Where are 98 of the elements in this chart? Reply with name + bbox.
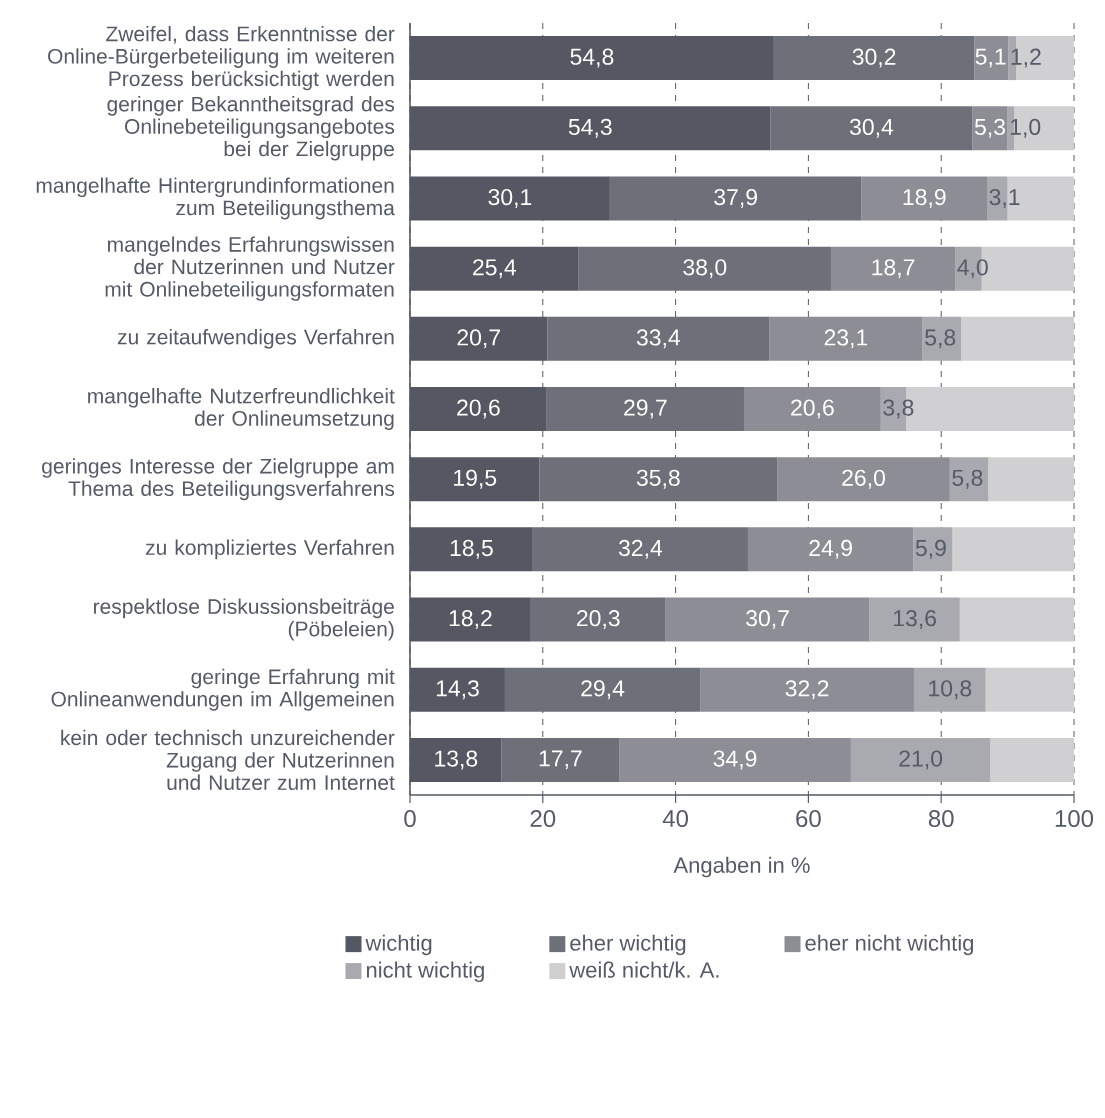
y-tick-label: respektlose Diskussionsbeiträge (Pöbeleien)	[93, 598, 394, 641]
bar	[532, 527, 748, 572]
data-label: 19,5	[454, 469, 497, 489]
data-label: 5,1	[975, 48, 1006, 68]
data-label: 20,6	[791, 399, 834, 419]
bar	[990, 737, 1074, 782]
legend-label: wichtig	[365, 934, 432, 956]
data-label: 26,0	[842, 469, 885, 489]
bar	[530, 597, 666, 642]
data-label: 33,4	[636, 329, 681, 349]
legend-label: eher nicht wichtig	[805, 934, 974, 956]
bar	[972, 106, 1008, 151]
data-label: 23,1	[824, 329, 868, 349]
bar	[961, 316, 1074, 361]
data-label: 30,2	[852, 48, 896, 68]
data-label: 25,4	[473, 259, 517, 279]
data-label: 30,4	[849, 118, 894, 138]
data-label: 35,8	[636, 469, 680, 489]
legend-label: weiß nicht/k. A.	[569, 961, 719, 978]
data-label: 32,4	[618, 539, 663, 559]
data-label: 13,6	[894, 610, 936, 630]
data-label: 5,9	[915, 539, 946, 559]
y-tick-label: mangelhafte Hintergrundinformationen zum Beteiligungsthema	[36, 177, 395, 220]
bar	[769, 316, 923, 361]
bar	[974, 36, 1009, 81]
bar	[850, 737, 991, 782]
bar	[770, 106, 973, 151]
data-label: 18,7	[872, 259, 915, 279]
x-tick-label: 0	[404, 810, 416, 828]
data-label: 20,3	[577, 610, 620, 630]
bar	[985, 667, 1074, 712]
data-label: 1,0	[1010, 118, 1041, 138]
data-label: 54,8	[570, 48, 614, 68]
x-tick-label: 40	[662, 810, 689, 828]
data-label: 37,9	[714, 188, 757, 208]
y-tick-label: geringes Interesse der Zielgruppe am Thema des Beteiligungsverfahrens	[42, 458, 395, 501]
data-label: 29,4	[581, 680, 625, 700]
data-label: 30,1	[488, 188, 532, 208]
x-axis-title: Angaben in %	[673, 856, 810, 878]
bar	[665, 597, 870, 642]
data-label: 5,8	[925, 329, 956, 349]
y-tick-label: kein oder technisch unzureichender Zugang der Nutzerinnen und Nutzer zum Internet	[61, 729, 395, 791]
y-tick-label: geringe Erfahrung mit Onlineanwendungen im Allgemeinen	[51, 668, 395, 711]
y-tick-label: zu zeitaufwendiges Verfahren	[117, 329, 394, 349]
bar	[539, 457, 778, 502]
legend-label: eher wichtig	[570, 934, 686, 956]
y-tick-label: mangelndes Erfahrungswissen der Nutzerinnen und Nutzer mit Onlinebeteiligungsformaten	[105, 236, 395, 301]
y-tick-label: mangelhafte Nutzerfreundlichkeit der Onlineumsetzung	[88, 388, 395, 430]
data-label: 13,8	[435, 750, 478, 770]
bar	[959, 597, 1074, 642]
legend-label: nicht wichtig	[366, 961, 484, 983]
bar	[743, 387, 881, 431]
bar	[861, 176, 988, 221]
bar	[830, 246, 956, 291]
data-label: 34,9	[713, 750, 757, 770]
data-label: 24,9	[809, 539, 852, 559]
bar	[546, 387, 744, 431]
data-label: 18,2	[449, 610, 492, 630]
bar	[547, 316, 770, 361]
bar	[700, 667, 914, 712]
bar	[578, 246, 831, 291]
data-label: 5,3	[974, 118, 1005, 138]
data-label: 18,9	[903, 188, 946, 208]
bar	[619, 737, 851, 782]
data-label: 10,8	[929, 680, 972, 700]
data-label: 21,0	[899, 750, 943, 770]
x-tick-label: 80	[928, 810, 954, 828]
data-label: 17,7	[539, 750, 582, 770]
x-tick-label: 60	[796, 810, 821, 828]
bar	[869, 597, 960, 642]
data-label: 20,6	[457, 399, 500, 419]
bar	[913, 667, 986, 712]
y-tick-label: zu kompliziertes Verfahren	[145, 539, 394, 560]
bar	[504, 667, 701, 712]
bar	[501, 737, 620, 782]
bar	[913, 527, 953, 572]
y-tick-label: geringer Bekanntheitsgrad des Onlinebeteiligungsangebotes bei der Zielgruppe	[107, 96, 395, 161]
data-label: 3,8	[883, 399, 914, 419]
bar	[747, 527, 914, 572]
data-label: 14,3	[436, 680, 479, 700]
data-label: 38,0	[683, 259, 727, 279]
data-label: 3,1	[989, 188, 1020, 208]
bar	[773, 36, 975, 81]
data-label: 18,5	[450, 539, 493, 559]
data-label: 1,2	[1011, 48, 1041, 68]
data-label: 32,2	[785, 680, 829, 700]
x-tick-label: 20	[530, 810, 556, 828]
data-label: 5,8	[952, 469, 983, 489]
bar	[777, 457, 950, 502]
x-tick-label: 100	[1055, 810, 1094, 828]
data-label: 29,7	[624, 399, 667, 419]
data-label: 30,7	[746, 610, 789, 630]
data-label: 54,3	[568, 118, 612, 138]
bar	[988, 457, 1074, 502]
bar	[952, 527, 1074, 572]
data-label: 20,7	[457, 329, 500, 349]
data-label: 4,0	[957, 259, 988, 279]
bar	[609, 176, 862, 221]
